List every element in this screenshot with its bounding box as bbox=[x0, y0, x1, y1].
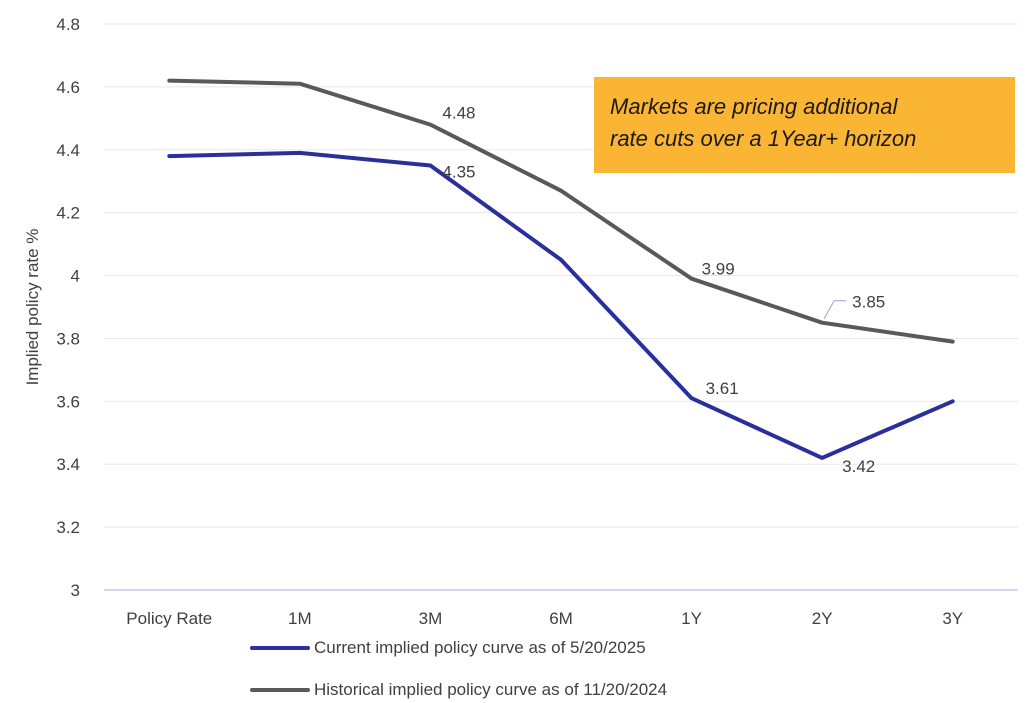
x-tick-label: 1Y bbox=[681, 609, 702, 628]
data-point bbox=[561, 259, 562, 260]
data-point bbox=[561, 190, 562, 191]
legend-label-historical: Historical implied policy curve as of 11… bbox=[314, 680, 667, 700]
data-point bbox=[299, 152, 300, 153]
data-label: 3.42 bbox=[842, 457, 875, 476]
series-line-0 bbox=[169, 153, 952, 458]
callout-line-2: rate cuts over a 1Year+ horizon bbox=[610, 123, 999, 155]
y-tick-label: 4.2 bbox=[56, 204, 80, 223]
x-tick-label: 3Y bbox=[942, 609, 963, 628]
legend-item-current: Current implied policy curve as of 5/20/… bbox=[250, 638, 646, 658]
x-tick-label: 6M bbox=[549, 609, 573, 628]
x-axis-ticks: Policy Rate 1M 3M 6M 1Y 2Y 3Y bbox=[126, 609, 963, 628]
legend-swatch-current bbox=[250, 646, 310, 650]
label-leader-line bbox=[824, 301, 846, 319]
legend-swatch-historical bbox=[250, 688, 310, 692]
data-point bbox=[952, 341, 953, 342]
data-label: 3.99 bbox=[702, 260, 735, 279]
legend-label-current: Current implied policy curve as of 5/20/… bbox=[314, 638, 646, 658]
x-tick-label: 3M bbox=[419, 609, 443, 628]
data-point bbox=[952, 401, 953, 402]
legend-item-historical: Historical implied policy curve as of 11… bbox=[250, 680, 667, 700]
x-tick-label: 2Y bbox=[812, 609, 833, 628]
data-point bbox=[169, 156, 170, 157]
data-point bbox=[169, 80, 170, 81]
y-tick-label: 3.2 bbox=[56, 518, 80, 537]
data-point bbox=[822, 322, 823, 323]
data-label: 4.35 bbox=[442, 163, 475, 182]
data-point bbox=[430, 124, 431, 125]
data-point bbox=[691, 398, 692, 399]
x-tick-label: 1M bbox=[288, 609, 312, 628]
y-tick-label: 3 bbox=[71, 581, 80, 600]
y-tick-label: 4.8 bbox=[56, 15, 80, 34]
annotation-callout: Markets are pricing additional rate cuts… bbox=[594, 77, 1015, 173]
data-point bbox=[822, 457, 823, 458]
data-label: 4.48 bbox=[442, 104, 475, 123]
y-axis-label: Implied policy rate % bbox=[23, 229, 42, 386]
y-tick-label: 3.6 bbox=[56, 392, 80, 411]
y-tick-label: 3.4 bbox=[56, 455, 80, 474]
x-tick-label: Policy Rate bbox=[126, 609, 212, 628]
callout-line-1: Markets are pricing additional bbox=[610, 91, 999, 123]
data-point bbox=[299, 83, 300, 84]
data-label: 3.61 bbox=[706, 379, 739, 398]
data-point bbox=[691, 278, 692, 279]
y-axis-ticks: 3 3.2 3.4 3.6 3.8 4 4.2 4.4 4.6 4.8 bbox=[56, 15, 80, 600]
y-tick-label: 4.4 bbox=[56, 141, 80, 160]
data-point bbox=[430, 165, 431, 166]
y-tick-label: 4 bbox=[71, 267, 80, 286]
y-tick-label: 3.8 bbox=[56, 329, 80, 348]
data-label: 3.85 bbox=[852, 293, 885, 312]
y-tick-label: 4.6 bbox=[56, 78, 80, 97]
